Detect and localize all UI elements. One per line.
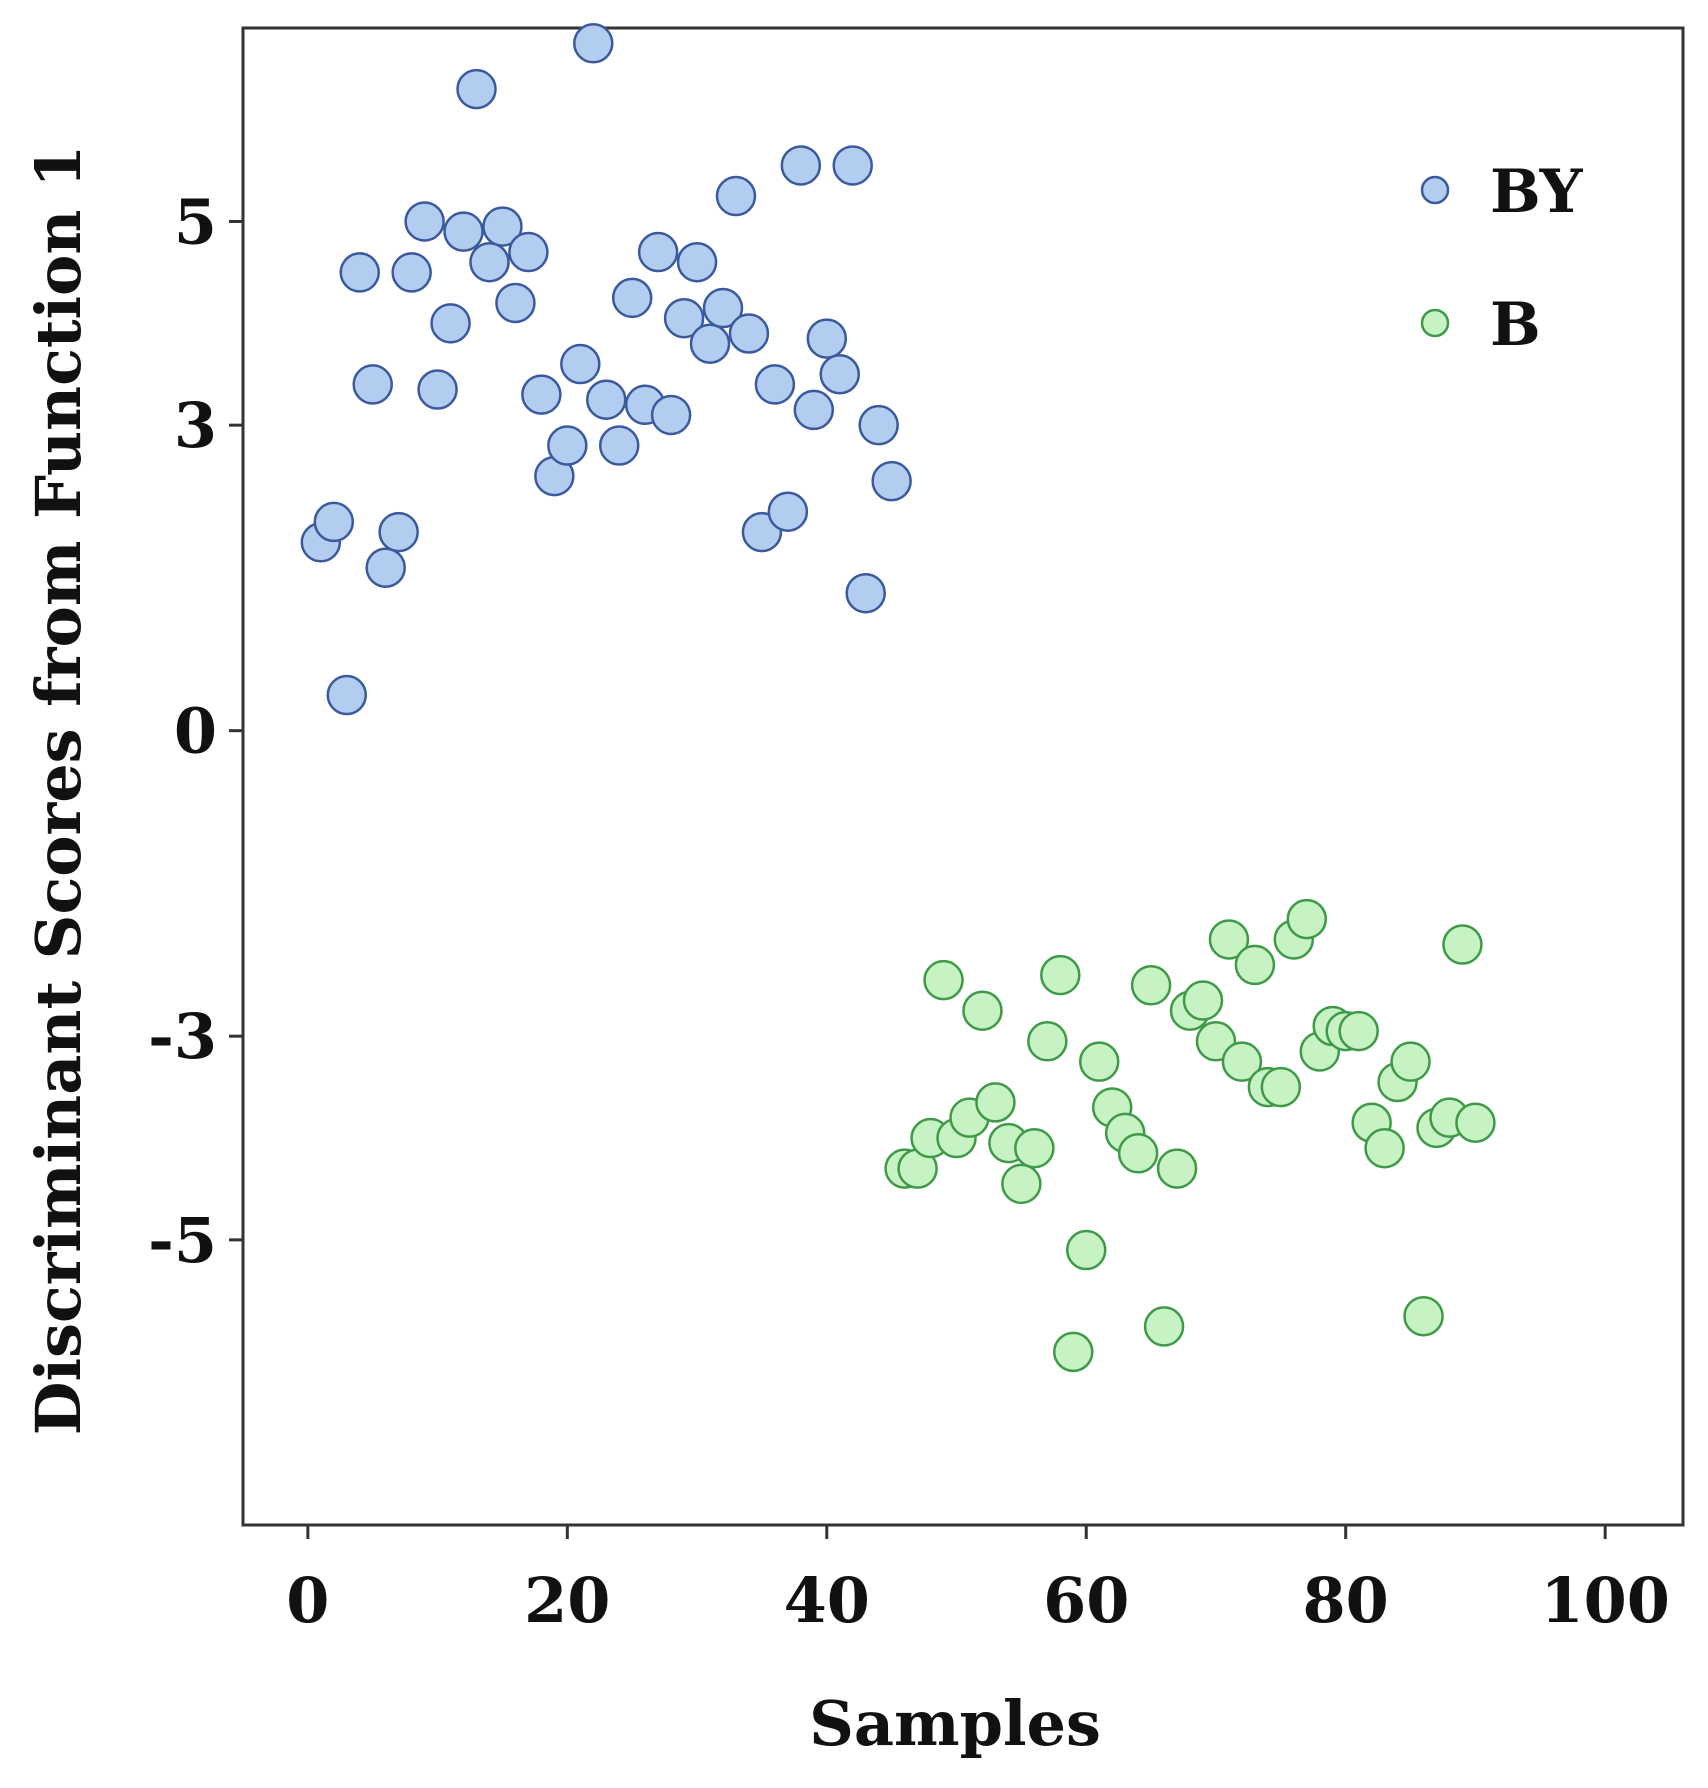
data-point-by: [598, 425, 640, 466]
legend-label-b: B: [1490, 290, 1541, 360]
data-point-by: [650, 394, 692, 436]
data-point-by: [689, 323, 731, 364]
data-point-by: [663, 297, 705, 339]
legend: BY B: [1420, 157, 1584, 360]
data-point-by: [845, 572, 886, 614]
x-axis: 0 20 40 60 80 100: [286, 1525, 1670, 1637]
data-point-by: [573, 23, 614, 64]
data-point-by: [871, 460, 912, 502]
data-points: [300, 23, 1496, 1373]
x-tick-label: 20: [524, 1564, 610, 1637]
data-point-b: [923, 959, 964, 1001]
data-point-b: [1403, 1295, 1444, 1337]
data-point-by: [469, 241, 510, 283]
x-tick-label: 0: [286, 1564, 329, 1637]
data-point-by: [754, 364, 796, 405]
x-tick-label: 100: [1540, 1564, 1669, 1637]
data-point-b: [1078, 1041, 1120, 1082]
data-point-by: [793, 389, 835, 431]
data-point-by: [482, 206, 523, 247]
data-point-b: [1208, 919, 1250, 960]
data-point-b: [1040, 954, 1081, 996]
data-point-by: [378, 511, 419, 553]
data-point-b: [1182, 980, 1224, 1021]
data-point-b: [1027, 1021, 1068, 1062]
data-point-by: [832, 145, 873, 186]
data-point-by: [858, 404, 899, 446]
data-point-by: [780, 145, 822, 186]
data-point-b: [1065, 1229, 1107, 1271]
x-tick-label: 40: [784, 1564, 870, 1637]
data-point-b: [975, 1082, 1016, 1123]
data-point-by: [611, 277, 653, 319]
data-point-b: [962, 990, 1003, 1031]
data-point-by: [404, 201, 445, 242]
data-point-b: [1234, 944, 1276, 986]
data-point-b: [1455, 1102, 1496, 1143]
data-point-by: [443, 211, 484, 252]
data-point-by: [715, 175, 757, 217]
data-point-by: [430, 303, 471, 344]
data-point-b: [1001, 1163, 1042, 1205]
data-point-b: [1117, 1133, 1159, 1174]
data-point-by: [339, 252, 381, 293]
data-point-by: [728, 313, 770, 354]
y-tick-label: -3: [148, 1000, 217, 1073]
data-point-b: [1053, 1331, 1094, 1373]
x-tick-label: 80: [1303, 1564, 1389, 1637]
data-point-by: [313, 501, 355, 543]
plot-frame: [241, 26, 1685, 1527]
y-tick-label: 0: [174, 695, 217, 768]
data-point-b: [1286, 898, 1328, 940]
y-tick-label: 5: [174, 185, 217, 258]
data-point-b: [1442, 924, 1483, 965]
data-point-b: [1390, 1041, 1431, 1082]
x-axis-title: Samples: [809, 1687, 1101, 1760]
data-point-by: [585, 379, 627, 420]
data-point-by: [326, 674, 368, 716]
data-point-by: [819, 353, 861, 395]
data-point-b: [1130, 965, 1172, 1006]
data-point-b: [1014, 1127, 1055, 1169]
data-point-by: [767, 491, 809, 532]
data-point-by: [806, 318, 848, 359]
data-point-by: [676, 241, 718, 283]
data-point-by: [637, 231, 679, 273]
x-tick-label: 60: [1043, 1564, 1129, 1637]
y-tick-label: 3: [174, 389, 217, 462]
data-point-by: [560, 343, 601, 385]
data-point-by: [547, 425, 588, 466]
data-point-by: [417, 369, 458, 410]
data-point-b: [1260, 1066, 1302, 1108]
data-point-b: [1221, 1041, 1263, 1082]
data-point-b: [1143, 1306, 1185, 1347]
y-axis: 5 3 0 -3 -5: [148, 185, 243, 1277]
data-point-by: [391, 252, 432, 293]
data-point-b: [1338, 1010, 1379, 1052]
data-point-by: [495, 282, 536, 324]
data-point-by: [521, 374, 562, 415]
data-point-by: [365, 547, 406, 588]
data-point-by: [508, 231, 549, 273]
data-point-by: [352, 364, 393, 405]
y-axis-title: Discriminant Scores from Function 1: [22, 145, 95, 1435]
legend-label-by: BY: [1490, 157, 1584, 227]
data-point-by: [456, 68, 497, 110]
legend-marker-b: [1420, 308, 1450, 338]
y-tick-label: -5: [148, 1204, 217, 1277]
data-point-b: [1364, 1127, 1405, 1169]
data-point-by: [702, 287, 744, 329]
data-point-b: [1156, 1148, 1198, 1189]
legend-marker-by: [1420, 175, 1450, 205]
